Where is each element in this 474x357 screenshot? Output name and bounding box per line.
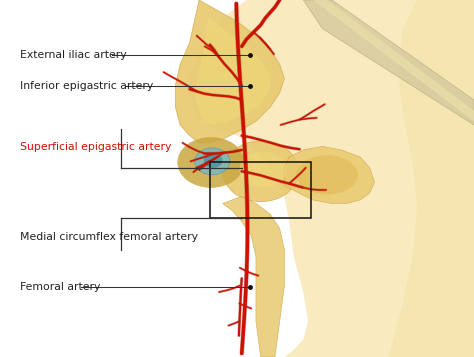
Ellipse shape (178, 137, 244, 187)
Polygon shape (194, 18, 270, 125)
Ellipse shape (223, 141, 299, 202)
Polygon shape (175, 0, 284, 143)
Text: Medial circumflex femoral artery: Medial circumflex femoral artery (20, 232, 198, 242)
Ellipse shape (194, 148, 230, 175)
Polygon shape (0, 0, 175, 357)
Text: Superficial epigastric artery: Superficial epigastric artery (20, 142, 171, 152)
Text: Femoral artery: Femoral artery (20, 282, 100, 292)
Ellipse shape (204, 154, 223, 168)
Polygon shape (313, 0, 474, 121)
Polygon shape (284, 146, 374, 203)
Text: External iliac artery: External iliac artery (20, 50, 127, 60)
Ellipse shape (296, 155, 358, 195)
Bar (210, 162, 311, 218)
Polygon shape (156, 0, 474, 357)
Text: Inferior epigastric artery: Inferior epigastric artery (20, 81, 153, 91)
Ellipse shape (239, 152, 287, 187)
Polygon shape (303, 0, 474, 125)
Polygon shape (389, 0, 474, 357)
Polygon shape (223, 196, 284, 357)
